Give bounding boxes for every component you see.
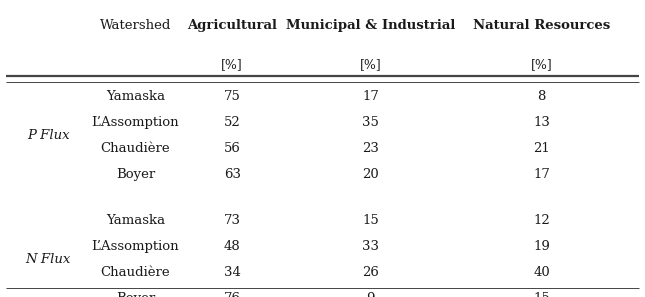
Text: 56: 56: [224, 142, 241, 155]
Text: 20: 20: [362, 168, 379, 181]
Text: Boyer: Boyer: [116, 292, 155, 297]
Text: Chaudière: Chaudière: [101, 142, 170, 155]
Text: Boyer: Boyer: [116, 168, 155, 181]
Text: [%]: [%]: [221, 58, 243, 71]
Text: P Flux: P Flux: [27, 129, 70, 142]
Text: 33: 33: [362, 240, 379, 253]
Text: 75: 75: [224, 90, 241, 103]
Text: 76: 76: [224, 292, 241, 297]
Text: N Flux: N Flux: [26, 253, 71, 266]
Text: Chaudière: Chaudière: [101, 266, 170, 279]
Text: 9: 9: [366, 292, 375, 297]
Text: 52: 52: [224, 116, 241, 129]
Text: Agricultural: Agricultural: [187, 19, 277, 32]
Text: [%]: [%]: [360, 58, 382, 71]
Text: 15: 15: [362, 214, 379, 227]
Text: 35: 35: [362, 116, 379, 129]
Text: Municipal & Industrial: Municipal & Industrial: [286, 19, 455, 32]
Text: 26: 26: [362, 266, 379, 279]
Text: 19: 19: [533, 240, 550, 253]
Text: Natural Resources: Natural Resources: [473, 19, 610, 32]
Text: 8: 8: [538, 90, 546, 103]
Text: Yamaska: Yamaska: [106, 90, 165, 103]
Text: L’Assomption: L’Assomption: [92, 240, 179, 253]
Text: 34: 34: [224, 266, 241, 279]
Text: 15: 15: [533, 292, 550, 297]
Text: 73: 73: [224, 214, 241, 227]
Text: 17: 17: [362, 90, 379, 103]
Text: 13: 13: [533, 116, 550, 129]
Text: 48: 48: [224, 240, 241, 253]
Text: 40: 40: [533, 266, 550, 279]
Text: 21: 21: [533, 142, 550, 155]
Text: 23: 23: [362, 142, 379, 155]
Text: Watershed: Watershed: [100, 19, 171, 32]
Text: [%]: [%]: [531, 58, 553, 71]
Text: Yamaska: Yamaska: [106, 214, 165, 227]
Text: 17: 17: [533, 168, 550, 181]
Text: 12: 12: [533, 214, 550, 227]
Text: L’Assomption: L’Assomption: [92, 116, 179, 129]
Text: 63: 63: [224, 168, 241, 181]
